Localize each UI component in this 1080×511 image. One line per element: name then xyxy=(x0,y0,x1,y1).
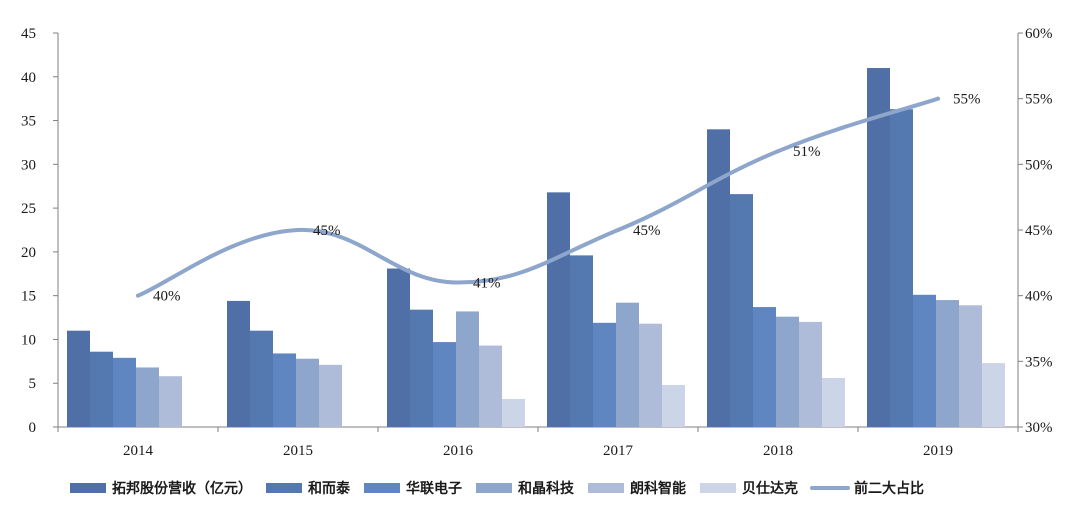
x-tick-label: 2018 xyxy=(763,443,793,459)
bar-5-2018 xyxy=(799,321,822,427)
x-tick-label: 2014 xyxy=(123,443,154,459)
bar-2-2018 xyxy=(730,194,753,427)
bar-1-2014 xyxy=(67,330,90,427)
bar-2-2014 xyxy=(90,351,113,427)
bar-series xyxy=(67,68,1005,428)
x-tick-label: 2019 xyxy=(923,443,953,459)
y-tick-label: 20 xyxy=(21,245,36,261)
bar-2-2015 xyxy=(250,330,273,427)
share-point-2017 xyxy=(616,228,620,232)
legend-swatch-1 xyxy=(70,483,106,493)
bar-1-2015 xyxy=(227,300,250,427)
bar-6-2017 xyxy=(662,384,685,427)
bar-4-2016 xyxy=(456,311,479,427)
bar-1-2017 xyxy=(547,192,570,427)
y-tick-label: 5 xyxy=(29,376,37,392)
bar-4-2018 xyxy=(776,316,799,427)
share-line-series: 40% 45% 41% 45% 51% 55% xyxy=(136,92,981,305)
share-point-2016 xyxy=(456,280,460,285)
bar-6-2016 xyxy=(502,398,525,427)
bar-3-2014 xyxy=(113,357,136,427)
y-tick-label: 25 xyxy=(21,201,36,217)
legend-label-5: 朗科智能 xyxy=(630,480,686,497)
bar-2-2019 xyxy=(890,109,913,427)
y-tick-label: 10 xyxy=(21,332,36,348)
legend-label-3: 华联电子 xyxy=(406,480,462,497)
y2-tick-label: 40% xyxy=(1025,289,1053,305)
share-line xyxy=(136,96,940,298)
y-tick-label: 40 xyxy=(21,70,36,86)
share-point-2015 xyxy=(296,228,300,232)
legend-label-7: 前二大占比 xyxy=(854,480,924,497)
bar-5-2015 xyxy=(319,364,342,427)
bar-4-2015 xyxy=(296,358,319,427)
legend-label-1: 拓邦股份营收（亿元） xyxy=(112,480,252,497)
legend-swatch-5 xyxy=(588,483,624,493)
share-point-2014 xyxy=(136,293,140,298)
y2-tick-label: 55% xyxy=(1025,92,1053,108)
share-data-label: 40% xyxy=(153,289,181,305)
bar-2-2017 xyxy=(570,255,593,427)
bar-3-2015 xyxy=(273,353,296,427)
y-tick-label: 30 xyxy=(21,157,36,173)
y2-tick-label: 50% xyxy=(1025,157,1053,173)
y-tick-label: 15 xyxy=(21,289,36,305)
bar-4-2017 xyxy=(616,302,639,427)
share-data-label: 51% xyxy=(793,144,821,160)
share-data-label: 45% xyxy=(633,223,661,239)
bar-5-2016 xyxy=(479,345,502,427)
legend-swatch-4 xyxy=(476,483,512,493)
bar-3-2017 xyxy=(593,322,616,427)
x-tick-label: 2015 xyxy=(283,443,313,459)
bar-5-2019 xyxy=(959,305,982,427)
legend-swatch-2 xyxy=(266,483,302,493)
bar-1-2018 xyxy=(707,129,730,428)
bar-5-2017 xyxy=(639,323,662,427)
legend-label-2: 和而泰 xyxy=(308,480,351,497)
bar-6-2019 xyxy=(982,363,1005,427)
bar-6-2018 xyxy=(822,377,845,427)
share-data-label: 45% xyxy=(313,223,341,239)
y2-tick-label: 35% xyxy=(1025,354,1053,370)
y-tick-label: 45 xyxy=(21,26,36,42)
bar-1-2016 xyxy=(387,268,410,427)
bar-3-2016 xyxy=(433,342,456,427)
bar-3-2018 xyxy=(753,307,776,427)
x-tick-label: 2017 xyxy=(603,443,634,459)
share-data-label: 41% xyxy=(473,276,501,292)
legend-swatch-3 xyxy=(364,483,400,493)
y2-tick-label: 30% xyxy=(1025,420,1053,436)
legend-label-6: 贝仕达克 xyxy=(742,480,798,497)
legend-label-4: 和晶科技 xyxy=(518,480,575,497)
y-tick-label: 35 xyxy=(21,114,36,130)
y2-tick-label: 45% xyxy=(1025,223,1053,239)
bar-4-2019 xyxy=(936,300,959,427)
bar-3-2019 xyxy=(913,294,936,427)
bar-5-2014 xyxy=(159,376,182,427)
legend-swatch-6 xyxy=(700,483,736,493)
x-tick-label: 2016 xyxy=(443,443,474,459)
y2-tick-label: 60% xyxy=(1025,26,1053,42)
y-tick-label: 0 xyxy=(29,420,37,436)
share-data-label: 55% xyxy=(953,92,981,108)
axes: 0 5 10 15 20 25 30 35 40 45 30% 35% 40% 45% 50% 55% 60% 2… xyxy=(21,26,1053,459)
share-point-2018 xyxy=(776,149,780,154)
bar-2-2016 xyxy=(410,309,433,427)
bar-4-2014 xyxy=(136,367,159,427)
legend: 拓邦股份营收（亿元） 和而泰 华联电子 和晶科技 朗科智能 贝仕达克 前二大占比 xyxy=(70,480,924,497)
bar-1-2019 xyxy=(867,68,890,428)
share-point-2019 xyxy=(936,96,940,101)
